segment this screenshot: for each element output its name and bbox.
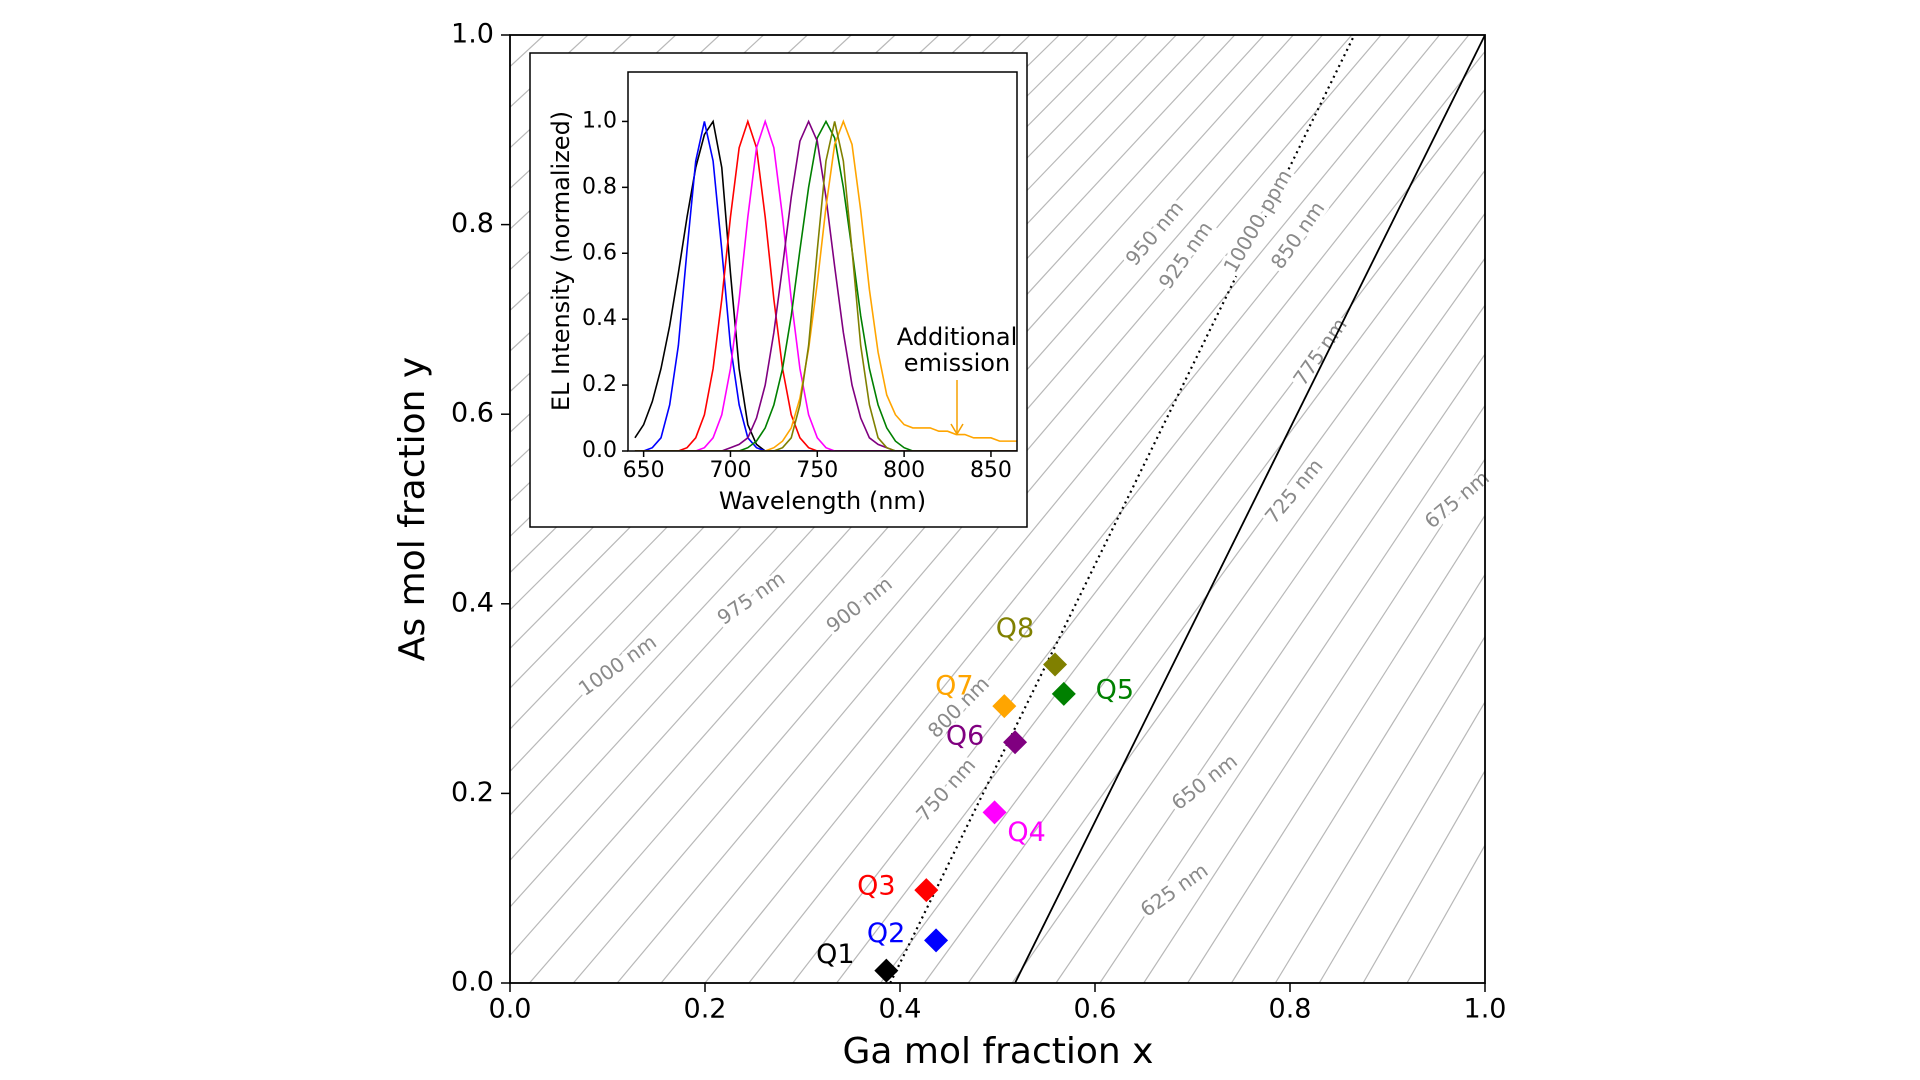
x-tick-label: 850 — [970, 458, 1012, 483]
contour-line — [704, 35, 1470, 983]
contour-line — [510, 35, 589, 109]
data-point — [924, 928, 949, 953]
contour-line — [510, 35, 545, 68]
spectrum-line — [634, 119, 1017, 451]
reference-line — [889, 35, 1356, 983]
plot-frame — [509, 34, 1486, 984]
contour-line — [1011, 304, 1485, 983]
data-point — [874, 958, 899, 983]
x-tick-label: 650 — [623, 458, 665, 483]
contour-line — [1143, 458, 1485, 983]
point-label: Q5 — [1096, 674, 1134, 705]
x-tick-label: 800 — [883, 458, 925, 483]
contour-line — [792, 88, 1485, 983]
contour-line — [1055, 353, 1485, 983]
x-tick-label: 700 — [709, 458, 751, 483]
y-tick-label: 0.6 — [582, 240, 617, 265]
inset-x-axis-label: Wavelength (nm) — [719, 487, 926, 515]
y-tick-label: 0.4 — [582, 306, 617, 331]
y-tick-label: 0.2 — [451, 777, 494, 808]
contour-line — [660, 35, 1440, 983]
point-label: Q1 — [816, 939, 854, 970]
contour-line — [1362, 769, 1485, 983]
data-point — [1051, 681, 1076, 706]
point-label: Q6 — [946, 721, 984, 752]
y-tick-label: 0.8 — [451, 208, 494, 239]
contour-line — [880, 169, 1485, 983]
data-point — [982, 800, 1007, 825]
contour-line — [1406, 843, 1485, 983]
contour-label: 625 nm — [1136, 858, 1213, 922]
contour-line — [1230, 573, 1485, 983]
data-point — [992, 694, 1017, 719]
y-tick-label: 0.2 — [582, 372, 617, 397]
contour-line — [0, 35, 413, 983]
spectrum-line — [634, 118, 1017, 451]
annotation-text: emission — [904, 349, 1010, 377]
contour-label: 975 nm — [713, 566, 790, 630]
y-tick-label: 0.6 — [451, 398, 494, 429]
contour-line — [1187, 514, 1485, 983]
contour-label: 650 nm — [1167, 749, 1242, 815]
contour-line — [1318, 700, 1485, 983]
contour-line — [1274, 635, 1485, 983]
inset-frame — [627, 71, 1018, 452]
inset-y-axis-label: EL Intensity (normalized) — [547, 111, 575, 411]
reference-line — [1014, 35, 1485, 983]
y-tick-label: 0.4 — [451, 587, 494, 618]
contour-line — [1099, 404, 1485, 983]
point-label: Q7 — [935, 671, 973, 702]
x-tick-label: 0.8 — [1269, 994, 1312, 1025]
y-tick-label: 1.0 — [451, 19, 494, 50]
point-label: Q3 — [857, 871, 895, 902]
x-tick-label: 0.2 — [684, 994, 727, 1025]
spectrum-line — [634, 121, 1017, 451]
y-tick-label: 0.0 — [582, 438, 617, 463]
point-label: Q4 — [1007, 817, 1045, 848]
data-point — [1003, 730, 1028, 755]
y-axis-label: As mol fraction y — [392, 357, 433, 661]
spectrum-line — [634, 121, 1017, 451]
x-tick-label: 1.0 — [1464, 994, 1507, 1025]
contour-label: 900 nm — [821, 571, 896, 637]
x-axis-label: Ga mol fraction x — [843, 1031, 1154, 1072]
spectrum-line — [634, 118, 1017, 451]
contour-line — [836, 128, 1485, 983]
contour-line — [967, 257, 1485, 983]
y-tick-label: 0.0 — [451, 967, 494, 998]
contour-line — [923, 212, 1485, 983]
inset-background — [529, 52, 1028, 528]
point-label: Q2 — [867, 918, 905, 949]
annotation-text: Additional — [897, 323, 1017, 351]
contour-label: 675 nm — [1420, 465, 1494, 533]
x-tick-label: 750 — [796, 458, 838, 483]
point-label: Q8 — [996, 613, 1034, 644]
x-tick-label: 0.4 — [879, 994, 922, 1025]
spectrum-line — [634, 119, 1017, 451]
spectrum-line — [634, 119, 1017, 451]
spectrum-line — [634, 119, 1017, 451]
x-tick-label: 0.6 — [1074, 994, 1117, 1025]
contour-line — [0, 35, 456, 983]
data-point — [1043, 652, 1068, 677]
contour-label: 725 nm — [1260, 454, 1328, 528]
annotation-arrowhead — [950, 423, 964, 436]
y-tick-label: 1.0 — [582, 108, 617, 133]
y-tick-label: 0.8 — [582, 174, 617, 199]
x-tick-label: 0.0 — [489, 994, 532, 1025]
contour-label: 1000 nm — [574, 630, 661, 701]
spectra — [634, 118, 1017, 451]
data-point — [914, 878, 939, 903]
